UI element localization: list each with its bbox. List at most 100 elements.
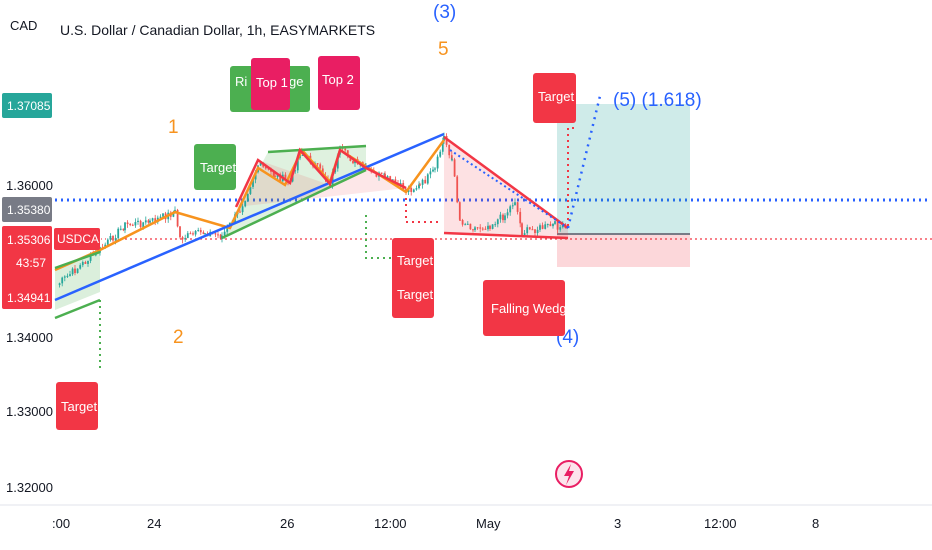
wave-label-5-fib: (5) (1.618) [613,90,702,111]
candle-body [487,225,489,230]
svg-text:Top 1: Top 1 [256,75,288,90]
candle-body [459,219,461,221]
candle-body [296,158,299,171]
callout-target-red-3[interactable]: Target [56,382,98,430]
callout-target-green[interactable]: Target [194,144,237,190]
candle-body [197,230,200,232]
candle-body [63,276,66,278]
price-tag-green: 1.37085 [2,93,52,118]
wave-label-2: 2 [173,327,184,348]
callout-target-red-1[interactable]: Target Target [392,238,434,318]
candle-body [458,202,461,220]
candle-body [114,238,117,241]
double-top-path [234,147,407,208]
candle-body [214,233,217,235]
candle-body [421,179,424,185]
candle-body [534,229,536,234]
target-projection-red-1 [405,198,440,223]
falling-wedge-dotted [449,149,569,229]
candle-body [122,228,125,231]
candle-body [66,275,69,277]
lightning-icon[interactable] [555,460,583,488]
svg-text:Falling Wedge: Falling Wedge [491,301,574,316]
falling-wedge-upper [443,135,569,230]
support-trendline [54,132,445,302]
candle-body [58,283,61,285]
candle-body [410,187,413,192]
candle-body [434,168,436,170]
candle-body [436,156,439,169]
candle-body [391,179,394,181]
candle-body [194,230,197,235]
candle-body [453,159,456,177]
candle-body [528,227,531,230]
svg-text:USDCAD: USDCAD [57,232,108,246]
candle-body [489,225,491,229]
candle-body [76,268,79,274]
candle-body [531,229,534,231]
callout-top-2[interactable]: Top 2 [318,56,360,110]
candle-body [124,222,126,231]
candle-body [464,224,467,226]
candle-body [81,262,84,266]
candle-body [151,218,154,221]
candle-body [189,233,192,235]
svg-text:Target: Target [61,399,98,414]
candle-body [450,155,453,160]
falling-wedge-fill [444,137,568,238]
candle-body [147,220,150,223]
candle-body [474,227,476,231]
candle-body [159,216,162,218]
callout-target-red-2[interactable]: Target [533,73,576,123]
svg-text:1.37085: 1.37085 [7,99,51,113]
candle-body [162,213,164,217]
candle-body [219,234,222,239]
svg-text:43:57: 43:57 [16,256,46,270]
candle-body [389,176,392,181]
callout-falling-wedge[interactable]: Falling Wedge [483,280,574,336]
candle-body [279,174,282,182]
candle-body [451,159,453,161]
wave-5-projection [566,95,602,229]
y-tick-label: 1.36000 [6,178,53,193]
candle-body [536,229,539,234]
price-tag-grey: 1.35380 [2,197,52,222]
candle-body [556,221,559,230]
candle-body [549,224,552,227]
candle-body [119,228,122,230]
callout-top-1[interactable]: Top 1 [251,58,290,110]
candle-body [74,268,76,274]
candle-body [546,224,549,226]
candle-body [144,220,147,223]
candle-body [117,228,120,239]
candle-body [539,225,541,230]
candle-body [69,274,71,276]
candle-body [509,206,512,213]
channel-upper-line [54,250,101,270]
candle-body [526,227,529,234]
candle-body [252,179,254,187]
x-tick-label: 3 [614,516,621,531]
x-tick-label: 12:00 [704,516,737,531]
candle-body [552,223,554,227]
candle-body [439,151,442,157]
candle-body [554,221,556,224]
candle-body [456,176,459,203]
candle-body [399,182,402,185]
y-tick-label: 1.34000 [6,330,53,345]
candle-body [199,230,202,233]
candle-body [424,179,427,184]
profit-zone [557,104,690,234]
svg-text:Target: Target [397,253,434,268]
candle-body [476,227,479,229]
candle-body [496,219,499,225]
candle-body [448,144,451,156]
candle-body [412,189,415,192]
loss-zone [557,234,690,267]
candle-body [516,202,519,212]
candle-body [204,233,206,235]
candle-body [241,206,244,213]
svg-text:1.35306: 1.35306 [7,233,51,247]
candle-body [523,233,526,236]
